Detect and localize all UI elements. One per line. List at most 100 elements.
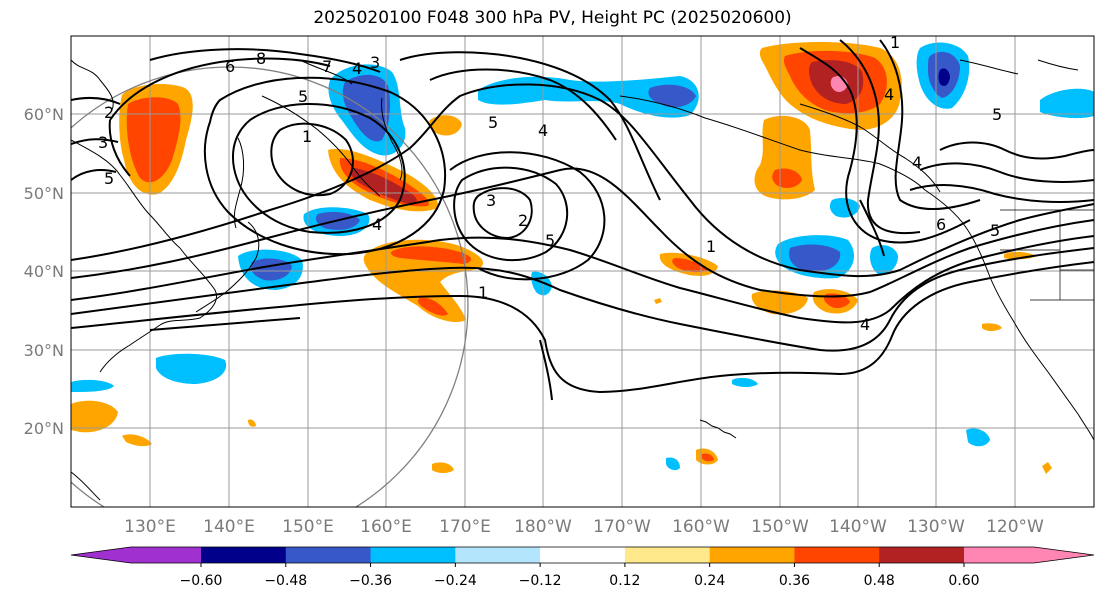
pv-positive-area — [654, 298, 662, 304]
contour-label: 3 — [98, 133, 108, 152]
contour-label: 5 — [545, 231, 555, 250]
pv-strong-area — [672, 258, 708, 273]
colorbar-tick-label: −0.36 — [349, 573, 392, 589]
contour-label: 5 — [488, 113, 498, 132]
colorbar-tick-label: 0.12 — [609, 573, 640, 589]
contour-label: 6 — [225, 57, 235, 76]
latitude-labels: 60°N 50°N 40°N 30°N 20°N — [24, 105, 64, 438]
lon-label: 180°W — [514, 517, 572, 537]
contour-label: 1 — [706, 237, 716, 256]
colorbar-segment — [201, 547, 287, 563]
colorbar-segment — [540, 547, 626, 563]
lat-label: 30°N — [24, 341, 64, 360]
coastlines — [71, 59, 1094, 501]
contour-label: 5 — [990, 221, 1000, 240]
lon-label: 160°E — [360, 517, 412, 537]
contour-label: 2 — [104, 103, 114, 122]
pv-negative-area — [71, 379, 114, 392]
contour-label: 5 — [104, 169, 114, 188]
contour-label-group: 6 8 7 4 3 5 2 3 5 1 4 5 4 3 2 5 1 1 4 6 … — [98, 33, 1002, 334]
colorbar-segments — [70, 546, 1095, 564]
pv-negative-area — [870, 245, 898, 275]
lat-label: 20°N — [24, 419, 64, 438]
lon-label: 150°W — [751, 517, 809, 537]
range-circle — [71, 66, 469, 507]
contour-label: 5 — [298, 87, 308, 106]
colorbar-segment — [879, 547, 965, 563]
pv-positive-area — [982, 323, 1002, 331]
lon-label: 170°W — [593, 517, 651, 537]
pv-negative-area — [1040, 88, 1094, 119]
pv-strong-area — [417, 297, 448, 316]
pv-positive-area — [122, 434, 152, 447]
colorbar-tick-label: −0.24 — [434, 573, 477, 589]
contour-label: 1 — [302, 127, 312, 146]
contour-label: 2 — [518, 211, 528, 230]
pv-negative-area — [732, 377, 758, 387]
contour-label: 5 — [992, 105, 1002, 124]
colorbar-segment — [285, 547, 372, 563]
longitude-labels: 130°E 140°E 150°E 160°E 170°E 180°W 170°… — [124, 517, 1044, 537]
contour-label: 4 — [372, 215, 382, 234]
pv-strong-area — [702, 453, 714, 462]
lon-label: 140°E — [203, 517, 255, 537]
height-contours — [71, 39, 1094, 401]
lat-label: 60°N — [24, 105, 64, 124]
colorbar-ticks: −0.60 −0.48 −0.36 −0.24 −0.12 0.12 0.24 0.36 0.4… — [180, 563, 980, 589]
contour-label: 4 — [352, 59, 362, 78]
contour-label: 4 — [912, 153, 922, 172]
pv-peak-negative — [938, 68, 950, 86]
pv-strong-area — [390, 246, 472, 264]
colorbar-segment — [794, 547, 880, 563]
colorbar-tick-label: 0.36 — [779, 573, 810, 589]
colorbar-segment — [370, 547, 456, 563]
pv-strong-negative — [648, 84, 696, 108]
lon-label: 160°W — [672, 517, 730, 537]
contour-label: 6 — [936, 215, 946, 234]
map-title: 2025020100 F048 300 hPa PV, Height PC (2… — [313, 8, 792, 28]
lon-label: 120°W — [986, 517, 1044, 537]
pv-negative-area — [966, 428, 990, 447]
contour-label: 7 — [322, 57, 332, 76]
lat-label: 40°N — [24, 262, 64, 281]
colorbar-segment — [709, 547, 795, 563]
lon-label: 130°W — [907, 517, 965, 537]
pv-negative-area — [829, 198, 860, 218]
pv-positive-area — [1042, 462, 1052, 474]
pv-anomaly-fills — [71, 42, 1094, 474]
contour-label: 3 — [486, 191, 496, 210]
pv-positive-area — [71, 400, 118, 433]
lon-label: 130°E — [124, 517, 176, 537]
contour-label: 4 — [884, 85, 894, 104]
lon-label: 140°W — [829, 517, 887, 537]
colorbar-tick-label: 0.24 — [694, 573, 725, 589]
contour-label: 3 — [370, 53, 380, 72]
colorbar-tick-label: −0.12 — [519, 573, 562, 589]
contour-label: 4 — [860, 315, 870, 334]
colorbar-tick-label: −0.48 — [264, 573, 307, 589]
lon-label: 150°E — [282, 517, 334, 537]
contour-label: 4 — [538, 121, 548, 140]
colorbar-extend-high — [964, 547, 1094, 563]
contour-label: 1 — [890, 33, 900, 52]
colorbar-segment — [455, 547, 541, 563]
contour-label: 8 — [256, 49, 266, 68]
pv-negative-area — [478, 76, 699, 118]
colorbar-extend-low — [71, 547, 201, 563]
pv-strong-negative — [789, 244, 841, 272]
pv-strong-area — [126, 97, 181, 183]
pv-negative-area — [156, 353, 227, 384]
map-frame — [70, 35, 1095, 508]
pv-positive-area — [429, 115, 462, 136]
colorbar-tick-label: 0.60 — [948, 573, 979, 589]
lon-label: 170°E — [439, 517, 491, 537]
colorbar-segment — [624, 547, 711, 563]
pv-negative-area — [666, 457, 680, 471]
contour-label: 1 — [478, 283, 488, 302]
lat-label: 50°N — [24, 184, 64, 203]
colorbar-tick-label: −0.60 — [180, 573, 223, 589]
pv-positive-area — [432, 462, 454, 473]
colorbar-outline — [70, 546, 1095, 564]
pv-max-area — [350, 168, 417, 204]
